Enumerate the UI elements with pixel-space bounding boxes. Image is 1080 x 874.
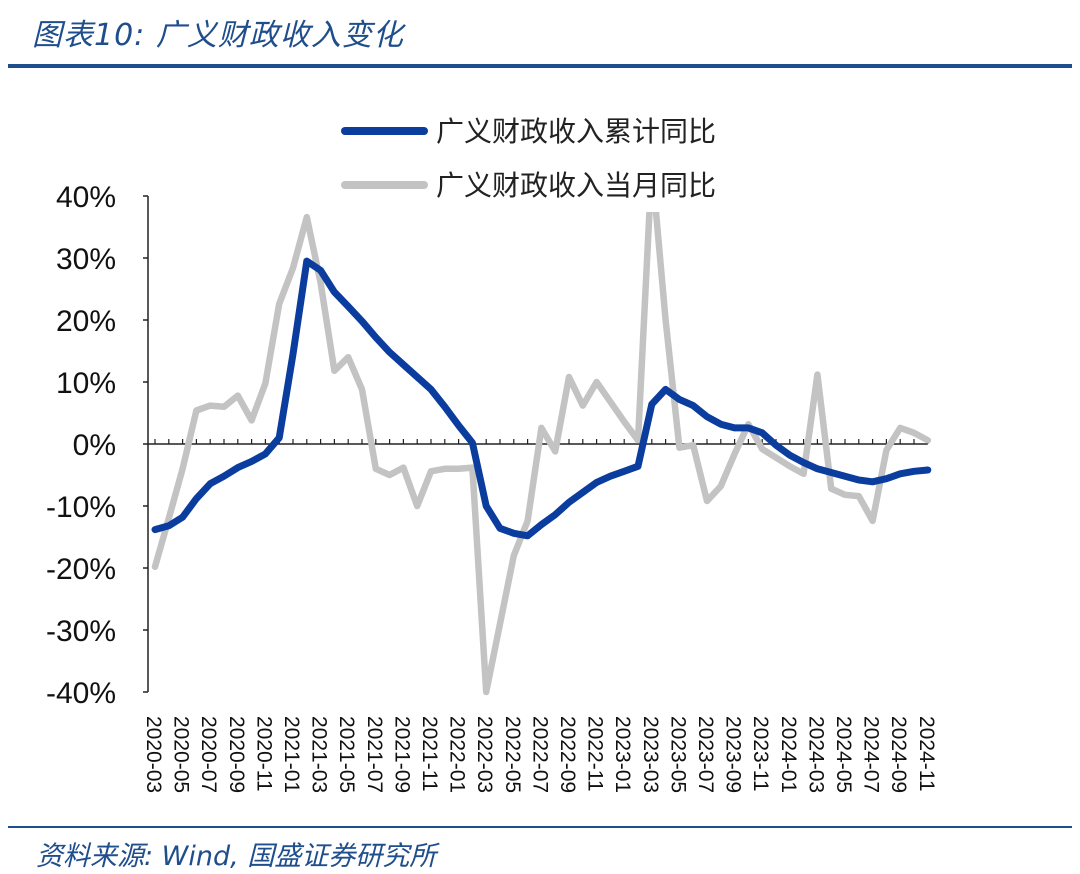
top-rule bbox=[8, 64, 1072, 68]
x-tick-label: 2023-11 bbox=[749, 716, 772, 792]
x-tick-label: 2021-09 bbox=[390, 716, 413, 793]
y-tick-label: 20% bbox=[56, 305, 116, 338]
x-tick-label: 2022-07 bbox=[528, 716, 551, 793]
series-line-monthly bbox=[151, 212, 932, 696]
x-tick-label: 2020-07 bbox=[197, 716, 220, 793]
legend-label-cumulative: 广义财政收入累计同比 bbox=[436, 115, 716, 148]
x-tick-label: 2021-01 bbox=[280, 716, 303, 793]
figure-title: 图表10: 广义财政收入变化 bbox=[32, 18, 404, 53]
x-tick-label: 2023-03 bbox=[639, 716, 662, 793]
x-tick-label: 2020-11 bbox=[252, 716, 275, 792]
x-tick-label: 2022-03 bbox=[473, 716, 496, 793]
legend: 广义财政收入累计同比 广义财政收入当月同比 bbox=[341, 115, 716, 202]
y-tick-label: -10% bbox=[46, 491, 116, 524]
x-tick-label: 2024-11 bbox=[915, 716, 938, 792]
x-tick-label: 2024-05 bbox=[832, 716, 855, 793]
y-tick-label: 30% bbox=[56, 243, 116, 276]
x-tick-label: 2022-05 bbox=[501, 716, 524, 793]
x-tick-label: 2021-07 bbox=[363, 716, 386, 793]
x-tick-label: 2020-03 bbox=[142, 716, 165, 793]
ticks: -40%-30%-20%-10%0%10%20%30%40%2020-03 202… bbox=[46, 181, 938, 793]
y-tick-label: -20% bbox=[46, 553, 116, 586]
x-tick-label: 2022-01 bbox=[446, 716, 469, 793]
source-note: 资料来源: Wind, 国盛证券研究所 bbox=[36, 841, 437, 872]
x-tick-label: 2024-01 bbox=[777, 716, 800, 793]
x-tick-label: 2022-11 bbox=[584, 716, 607, 792]
x-tick-label: 2021-05 bbox=[335, 716, 358, 793]
x-tick-label: 2021-03 bbox=[308, 716, 331, 793]
y-tick-label: -40% bbox=[46, 677, 116, 710]
series-lines bbox=[151, 212, 932, 696]
bottom-rule bbox=[8, 826, 1072, 828]
y-tick-label: 0% bbox=[73, 429, 116, 462]
x-tick-label: 2024-03 bbox=[804, 716, 827, 793]
y-tick-label: -30% bbox=[46, 615, 116, 648]
x-tick-label: 2024-09 bbox=[887, 716, 910, 793]
x-tick-label: 2023-05 bbox=[666, 716, 689, 793]
line-chart: 广义财政收入累计同比 广义财政收入当月同比 -40% -30% -20% -10% 0%… bbox=[46, 115, 938, 793]
x-tick-label: 2020-05 bbox=[170, 716, 193, 793]
x-tick-label: 2022-09 bbox=[556, 716, 579, 793]
y-tick-label: 10% bbox=[56, 367, 116, 400]
x-tick-label: 2020-09 bbox=[225, 716, 248, 793]
x-tick-label: 2023-09 bbox=[722, 716, 745, 793]
x-tick-label: 2023-01 bbox=[611, 716, 634, 793]
legend-label-monthly: 广义财政收入当月同比 bbox=[436, 169, 716, 202]
x-tick-label: 2024-07 bbox=[860, 716, 883, 793]
x-tick-label: 2023-07 bbox=[694, 716, 717, 793]
x-tick-label: 2021-11 bbox=[418, 716, 441, 792]
y-tick-label: 40% bbox=[56, 181, 116, 214]
series-line-cumulative bbox=[151, 257, 932, 540]
